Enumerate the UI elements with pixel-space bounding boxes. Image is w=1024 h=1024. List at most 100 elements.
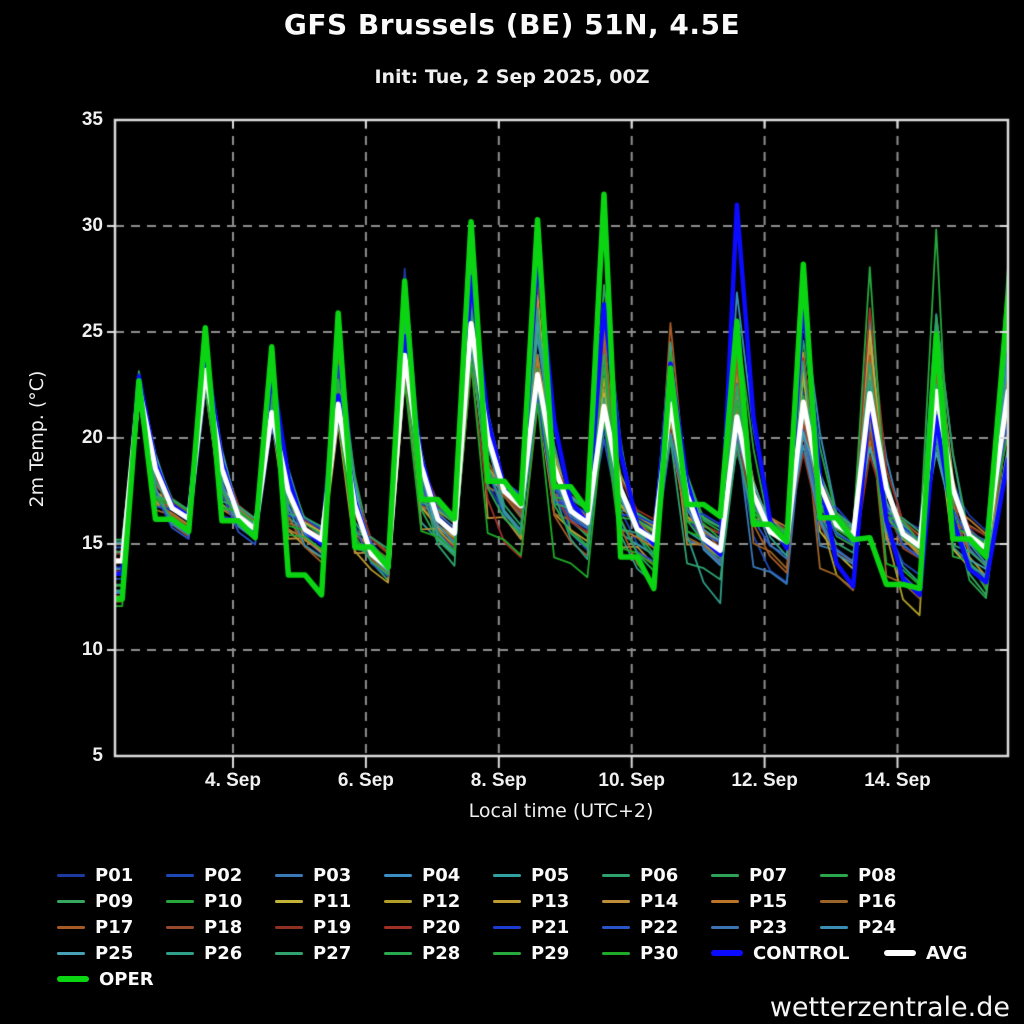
legend-swatch (275, 873, 303, 877)
y-tick-label: 25 (81, 321, 103, 342)
legend-item-p08: P08 (820, 865, 929, 886)
y-tick-label: 15 (81, 533, 103, 554)
y-axis-label: 2m Temp. (°C) (26, 370, 48, 508)
legend-swatch (602, 925, 630, 929)
legend-item-p20: P20 (384, 917, 493, 938)
legend-swatch (166, 873, 194, 877)
legend-item-p14: P14 (602, 891, 711, 912)
legend: P01 P02 P03 P04 P05 P06 P07 P08 P09 P10 P11 P12 P13 P… (57, 862, 967, 992)
legend-item-p12: P12 (384, 891, 493, 912)
legend-label: P19 (313, 916, 352, 938)
init-time-subtitle: Init: Tue, 2 Sep 2025, 00Z (374, 66, 650, 88)
legend-label: P16 (858, 890, 897, 912)
legend-swatch (275, 925, 303, 929)
legend-swatch (884, 950, 916, 956)
legend-label: P27 (313, 942, 352, 964)
x-tick-label: 6. Sep (337, 770, 394, 791)
legend-item-p15: P15 (711, 891, 820, 912)
legend-item-oper: OPER (57, 969, 154, 990)
legend-label: P09 (95, 890, 134, 912)
legend-item-p25: P25 (57, 943, 166, 964)
legend-item-p03: P03 (275, 865, 384, 886)
legend-swatch (275, 951, 303, 955)
legend-label: AVG (926, 942, 968, 964)
legend-item-p04: P04 (384, 865, 493, 886)
legend-label: P18 (204, 916, 243, 938)
x-tick-label: 4. Sep (205, 770, 261, 791)
watermark: wetterzentrale.de (769, 992, 1010, 1023)
legend-row: P09 P10 P11 P12 P13 P14 P15 P16 (57, 888, 967, 914)
legend-label: P13 (531, 890, 570, 912)
legend-item-p06: P06 (602, 865, 711, 886)
legend-swatch (711, 873, 739, 877)
y-tick-label: 20 (81, 427, 103, 448)
x-axis-label: Local time (UTC+2) (468, 800, 654, 822)
legend-label: P20 (422, 916, 461, 938)
legend-item-p05: P05 (493, 865, 602, 886)
legend-row: P17 P18 P19 P20 P21 P22 P23 P24 (57, 914, 967, 940)
legend-label: P25 (95, 942, 134, 964)
x-tick-label: 14. Sep (864, 770, 931, 791)
legend-label: P08 (858, 864, 897, 886)
legend-item-p13: P13 (493, 891, 602, 912)
y-tick-label: 5 (92, 745, 103, 766)
legend-label: P05 (531, 864, 570, 886)
legend-swatch (57, 951, 85, 955)
legend-label: OPER (99, 968, 154, 990)
page-title: GFS Brussels (BE) 51N, 4.5E (283, 8, 741, 41)
legend-item-control: CONTROL (711, 943, 884, 964)
legend-item-p22: P22 (602, 917, 711, 938)
legend-swatch (711, 899, 739, 903)
legend-swatch (384, 951, 412, 955)
legend-label: P07 (749, 864, 788, 886)
legend-item-p16: P16 (820, 891, 929, 912)
legend-item-p02: P02 (166, 865, 275, 886)
legend-item-avg: AVG (884, 943, 967, 964)
y-tick-label: 30 (81, 215, 103, 236)
legend-label: P14 (640, 890, 679, 912)
legend-label: P12 (422, 890, 461, 912)
legend-label: P03 (313, 864, 352, 886)
legend-label: P26 (204, 942, 243, 964)
legend-item-p30: P30 (602, 943, 711, 964)
legend-label: P17 (95, 916, 134, 938)
legend-label: P30 (640, 942, 679, 964)
legend-label: P06 (640, 864, 679, 886)
legend-item-p19: P19 (275, 917, 384, 938)
legend-item-p18: P18 (166, 917, 275, 938)
legend-swatch (166, 951, 194, 955)
x-tick-label: 8. Sep (470, 770, 527, 791)
legend-swatch (384, 925, 412, 929)
legend-swatch (57, 925, 85, 929)
legend-swatch (57, 976, 89, 982)
legend-row: OPER (57, 966, 967, 992)
legend-item-p11: P11 (275, 891, 384, 912)
legend-label: P24 (858, 916, 897, 938)
legend-label: P04 (422, 864, 461, 886)
y-tick-label: 35 (81, 109, 103, 130)
legend-item-p21: P21 (493, 917, 602, 938)
legend-swatch (57, 873, 85, 877)
legend-swatch (493, 951, 521, 955)
legend-swatch (602, 951, 630, 955)
legend-item-p27: P27 (275, 943, 384, 964)
legend-swatch (602, 873, 630, 877)
legend-swatch (493, 873, 521, 877)
legend-label: P23 (749, 916, 788, 938)
legend-swatch (166, 925, 194, 929)
legend-swatch (711, 950, 743, 956)
legend-label: P15 (749, 890, 788, 912)
legend-item-p09: P09 (57, 891, 166, 912)
legend-row: P25 P26 P27 P28 P29 P30 CONTROL AVG (57, 940, 967, 966)
legend-item-p23: P23 (711, 917, 820, 938)
legend-swatch (602, 899, 630, 903)
legend-label: P10 (204, 890, 243, 912)
legend-label: P22 (640, 916, 679, 938)
legend-swatch (166, 899, 194, 903)
legend-item-p01: P01 (57, 865, 166, 886)
legend-swatch (275, 899, 303, 903)
legend-item-p07: P07 (711, 865, 820, 886)
legend-label: P01 (95, 864, 134, 886)
legend-swatch (493, 899, 521, 903)
legend-item-p28: P28 (384, 943, 493, 964)
